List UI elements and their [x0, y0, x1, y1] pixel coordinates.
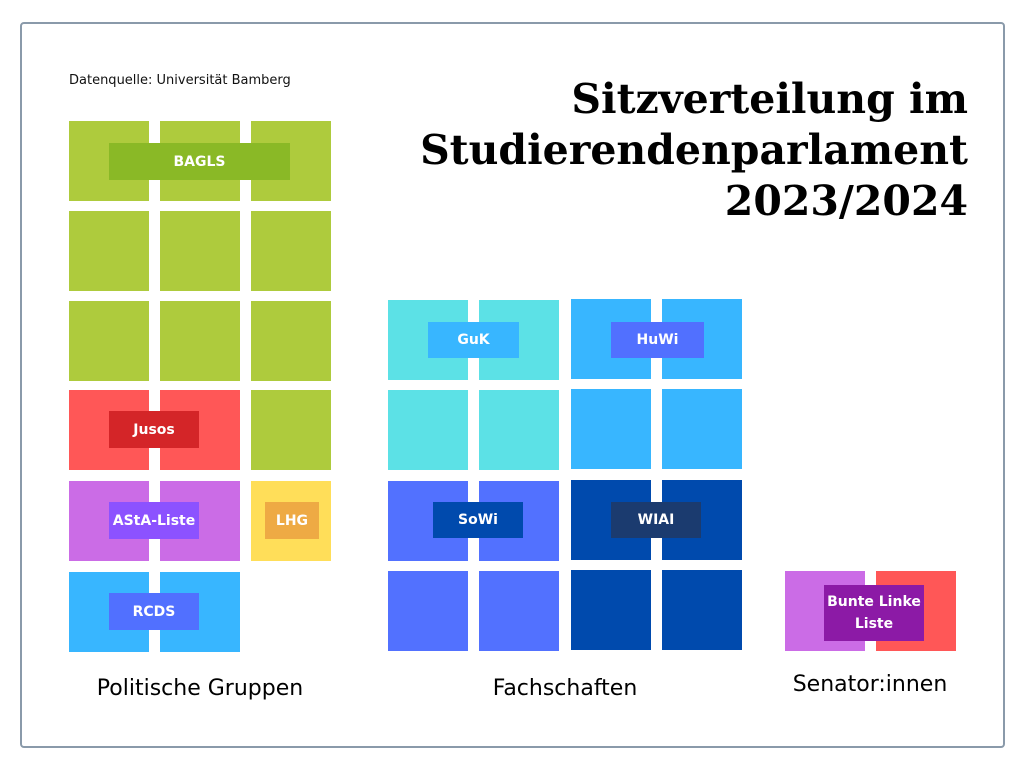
seat: [662, 389, 742, 469]
party-label: AStA-Liste: [109, 502, 199, 539]
seat: [251, 301, 331, 381]
party-label: WIAI: [611, 502, 701, 538]
seat: [69, 211, 149, 291]
party-label: SoWi: [433, 502, 523, 538]
party-label: Bunte Linke Liste: [824, 585, 924, 641]
seat: [160, 301, 240, 381]
title-line: Sitzverteilung im: [571, 75, 968, 123]
party-label: Jusos: [109, 411, 199, 448]
group-label: Fachschaften: [492, 676, 638, 701]
group-label: Politische Gruppen: [96, 676, 304, 701]
seat: [251, 211, 331, 291]
seat: [388, 571, 468, 651]
seat: [479, 571, 559, 651]
party-label: GuK: [428, 322, 519, 358]
title-line: 2023/2024: [724, 177, 968, 225]
seat: [160, 211, 240, 291]
seat: [479, 390, 559, 470]
seat: [662, 570, 742, 650]
seat: [69, 301, 149, 381]
seat: [251, 390, 331, 470]
source: Datenquelle: Universität Bamberg: [69, 73, 291, 88]
party-label: RCDS: [109, 593, 199, 630]
seat: [571, 389, 651, 469]
party-label: BAGLS: [109, 143, 290, 180]
seat: [571, 570, 651, 650]
group-label: Senator:innen: [792, 672, 948, 697]
party-label: LHG: [265, 502, 319, 539]
seat: [388, 390, 468, 470]
title-line: Studierendenparlament: [420, 126, 968, 174]
title: Sitzverteilung im Studierendenparlament 20…: [420, 74, 968, 227]
party-label: HuWi: [611, 322, 704, 358]
